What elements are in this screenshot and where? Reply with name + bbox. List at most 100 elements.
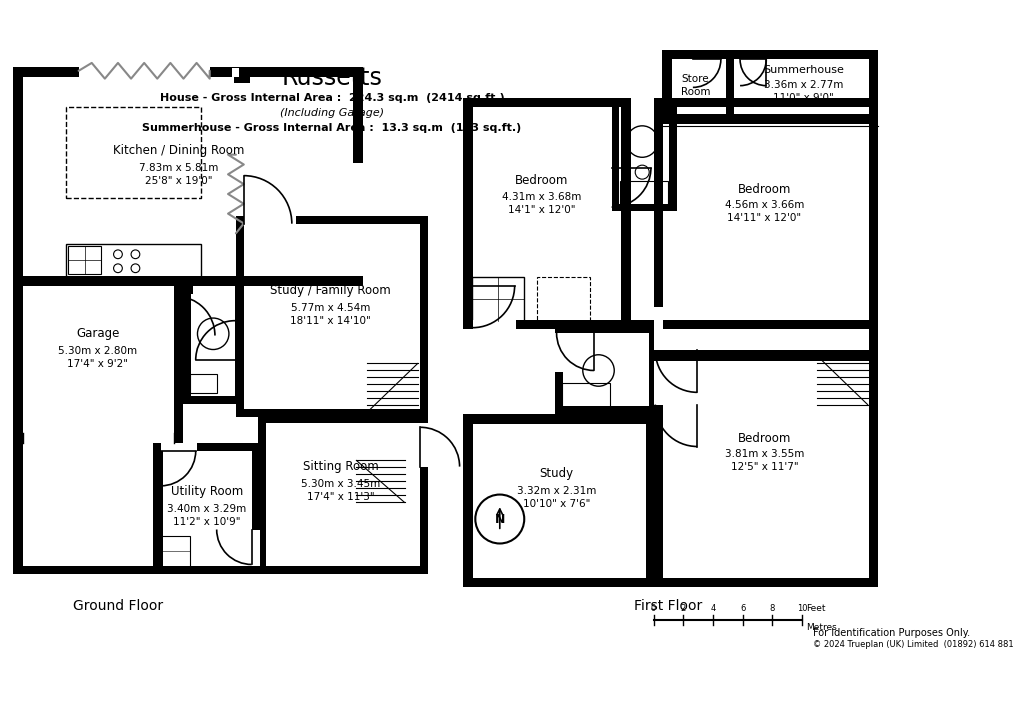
- Bar: [235, 409, 428, 417]
- Bar: [173, 292, 183, 443]
- Bar: [611, 204, 677, 212]
- Bar: [653, 577, 877, 588]
- Text: 18'11" x 14'10": 18'11" x 14'10": [289, 315, 370, 325]
- Bar: [420, 216, 428, 417]
- Text: 25'8" x 19'0": 25'8" x 19'0": [146, 176, 213, 186]
- Bar: [235, 216, 244, 417]
- Text: 0: 0: [650, 603, 655, 613]
- Text: 4.31m x 3.68m: 4.31m x 3.68m: [501, 192, 581, 202]
- Bar: [620, 181, 667, 207]
- Bar: [258, 415, 265, 574]
- Bar: [161, 443, 198, 451]
- Text: Bedroom: Bedroom: [737, 183, 791, 196]
- Bar: [258, 566, 428, 574]
- Bar: [653, 361, 662, 405]
- Bar: [13, 276, 362, 286]
- Text: 17'4" x 9'2": 17'4" x 9'2": [67, 359, 128, 369]
- Text: 5.30m x 3.45m: 5.30m x 3.45m: [301, 479, 380, 489]
- Bar: [153, 443, 162, 574]
- Text: 3.40m x 3.29m: 3.40m x 3.29m: [167, 503, 247, 513]
- Bar: [65, 244, 201, 277]
- Bar: [661, 50, 672, 124]
- Bar: [463, 320, 630, 330]
- Bar: [653, 351, 662, 588]
- Text: 10: 10: [796, 603, 807, 613]
- Bar: [65, 107, 201, 198]
- Bar: [153, 566, 259, 574]
- Text: 4: 4: [709, 603, 715, 613]
- Text: Summerhouse: Summerhouse: [762, 65, 844, 75]
- Text: 17'4" x 11'3": 17'4" x 11'3": [307, 492, 374, 502]
- Bar: [653, 351, 877, 361]
- Text: Study / Family Room: Study / Family Room: [270, 284, 390, 297]
- Bar: [101, 566, 205, 574]
- Text: 7.83m x 5.81m: 7.83m x 5.81m: [140, 163, 219, 173]
- Bar: [645, 414, 654, 588]
- Bar: [463, 414, 472, 588]
- Bar: [867, 351, 877, 588]
- Bar: [173, 433, 183, 443]
- Bar: [173, 284, 193, 294]
- Bar: [234, 67, 250, 83]
- Bar: [867, 98, 877, 360]
- Bar: [210, 67, 362, 77]
- Bar: [561, 383, 609, 408]
- Bar: [867, 50, 877, 124]
- Text: Sitting Room: Sitting Room: [303, 460, 378, 473]
- Bar: [183, 396, 243, 404]
- Bar: [153, 443, 161, 574]
- Text: 3.36m x 2.77m: 3.36m x 2.77m: [763, 80, 843, 90]
- Bar: [648, 325, 656, 414]
- Text: 3.32m x 2.31m: 3.32m x 2.31m: [517, 486, 596, 496]
- Bar: [463, 414, 472, 424]
- Bar: [252, 529, 259, 566]
- Bar: [653, 351, 877, 360]
- Text: Metres: Metres: [806, 623, 837, 632]
- Bar: [554, 325, 562, 414]
- Text: For Identification Purposes Only.: For Identification Purposes Only.: [812, 628, 969, 638]
- Bar: [661, 114, 877, 124]
- Bar: [463, 414, 654, 424]
- Bar: [668, 98, 677, 212]
- Bar: [68, 246, 101, 274]
- Text: Summerhouse - Gross Internal Area :  13.3 sq.m  (143 sq.ft.): Summerhouse - Gross Internal Area : 13.3…: [143, 122, 521, 132]
- Bar: [258, 415, 428, 423]
- Bar: [463, 98, 630, 107]
- Bar: [472, 277, 524, 320]
- Bar: [13, 433, 22, 443]
- Bar: [661, 50, 877, 60]
- Bar: [726, 50, 734, 124]
- Bar: [353, 67, 362, 163]
- Text: 14'1" x 12'0": 14'1" x 12'0": [507, 204, 575, 215]
- Text: 2: 2: [680, 603, 685, 613]
- Bar: [252, 443, 259, 574]
- Text: N: N: [494, 513, 504, 526]
- Bar: [420, 415, 428, 574]
- Text: 12'5" x 11'7": 12'5" x 11'7": [730, 462, 798, 472]
- Text: 3.81m x 3.55m: 3.81m x 3.55m: [725, 449, 803, 459]
- Text: Bedroom: Bedroom: [737, 432, 791, 445]
- Text: Garage: Garage: [76, 328, 119, 341]
- Bar: [621, 98, 630, 330]
- Text: Room: Room: [680, 86, 709, 96]
- Bar: [554, 325, 656, 333]
- Text: First Floor: First Floor: [634, 599, 702, 613]
- Bar: [13, 566, 162, 574]
- Text: 5.77m x 4.54m: 5.77m x 4.54m: [290, 302, 370, 312]
- Text: House - Gross Internal Area :  224.3 sq.m  (2414 sq.ft.): House - Gross Internal Area : 224.3 sq.m…: [160, 93, 504, 103]
- Bar: [463, 320, 877, 330]
- Text: 6: 6: [739, 603, 745, 613]
- Bar: [653, 307, 662, 351]
- Text: Kitchen / Dining Room: Kitchen / Dining Room: [113, 144, 245, 157]
- Text: Bedroom: Bedroom: [515, 174, 568, 187]
- Bar: [235, 216, 428, 224]
- Text: Ground Floor: Ground Floor: [72, 599, 163, 613]
- Bar: [463, 98, 472, 330]
- Text: 11'0" x 9'0": 11'0" x 9'0": [772, 93, 834, 103]
- Bar: [231, 68, 238, 77]
- Bar: [173, 284, 183, 443]
- Bar: [537, 277, 589, 320]
- Bar: [653, 98, 662, 360]
- Bar: [13, 67, 22, 286]
- Text: Russetts: Russetts: [281, 66, 382, 90]
